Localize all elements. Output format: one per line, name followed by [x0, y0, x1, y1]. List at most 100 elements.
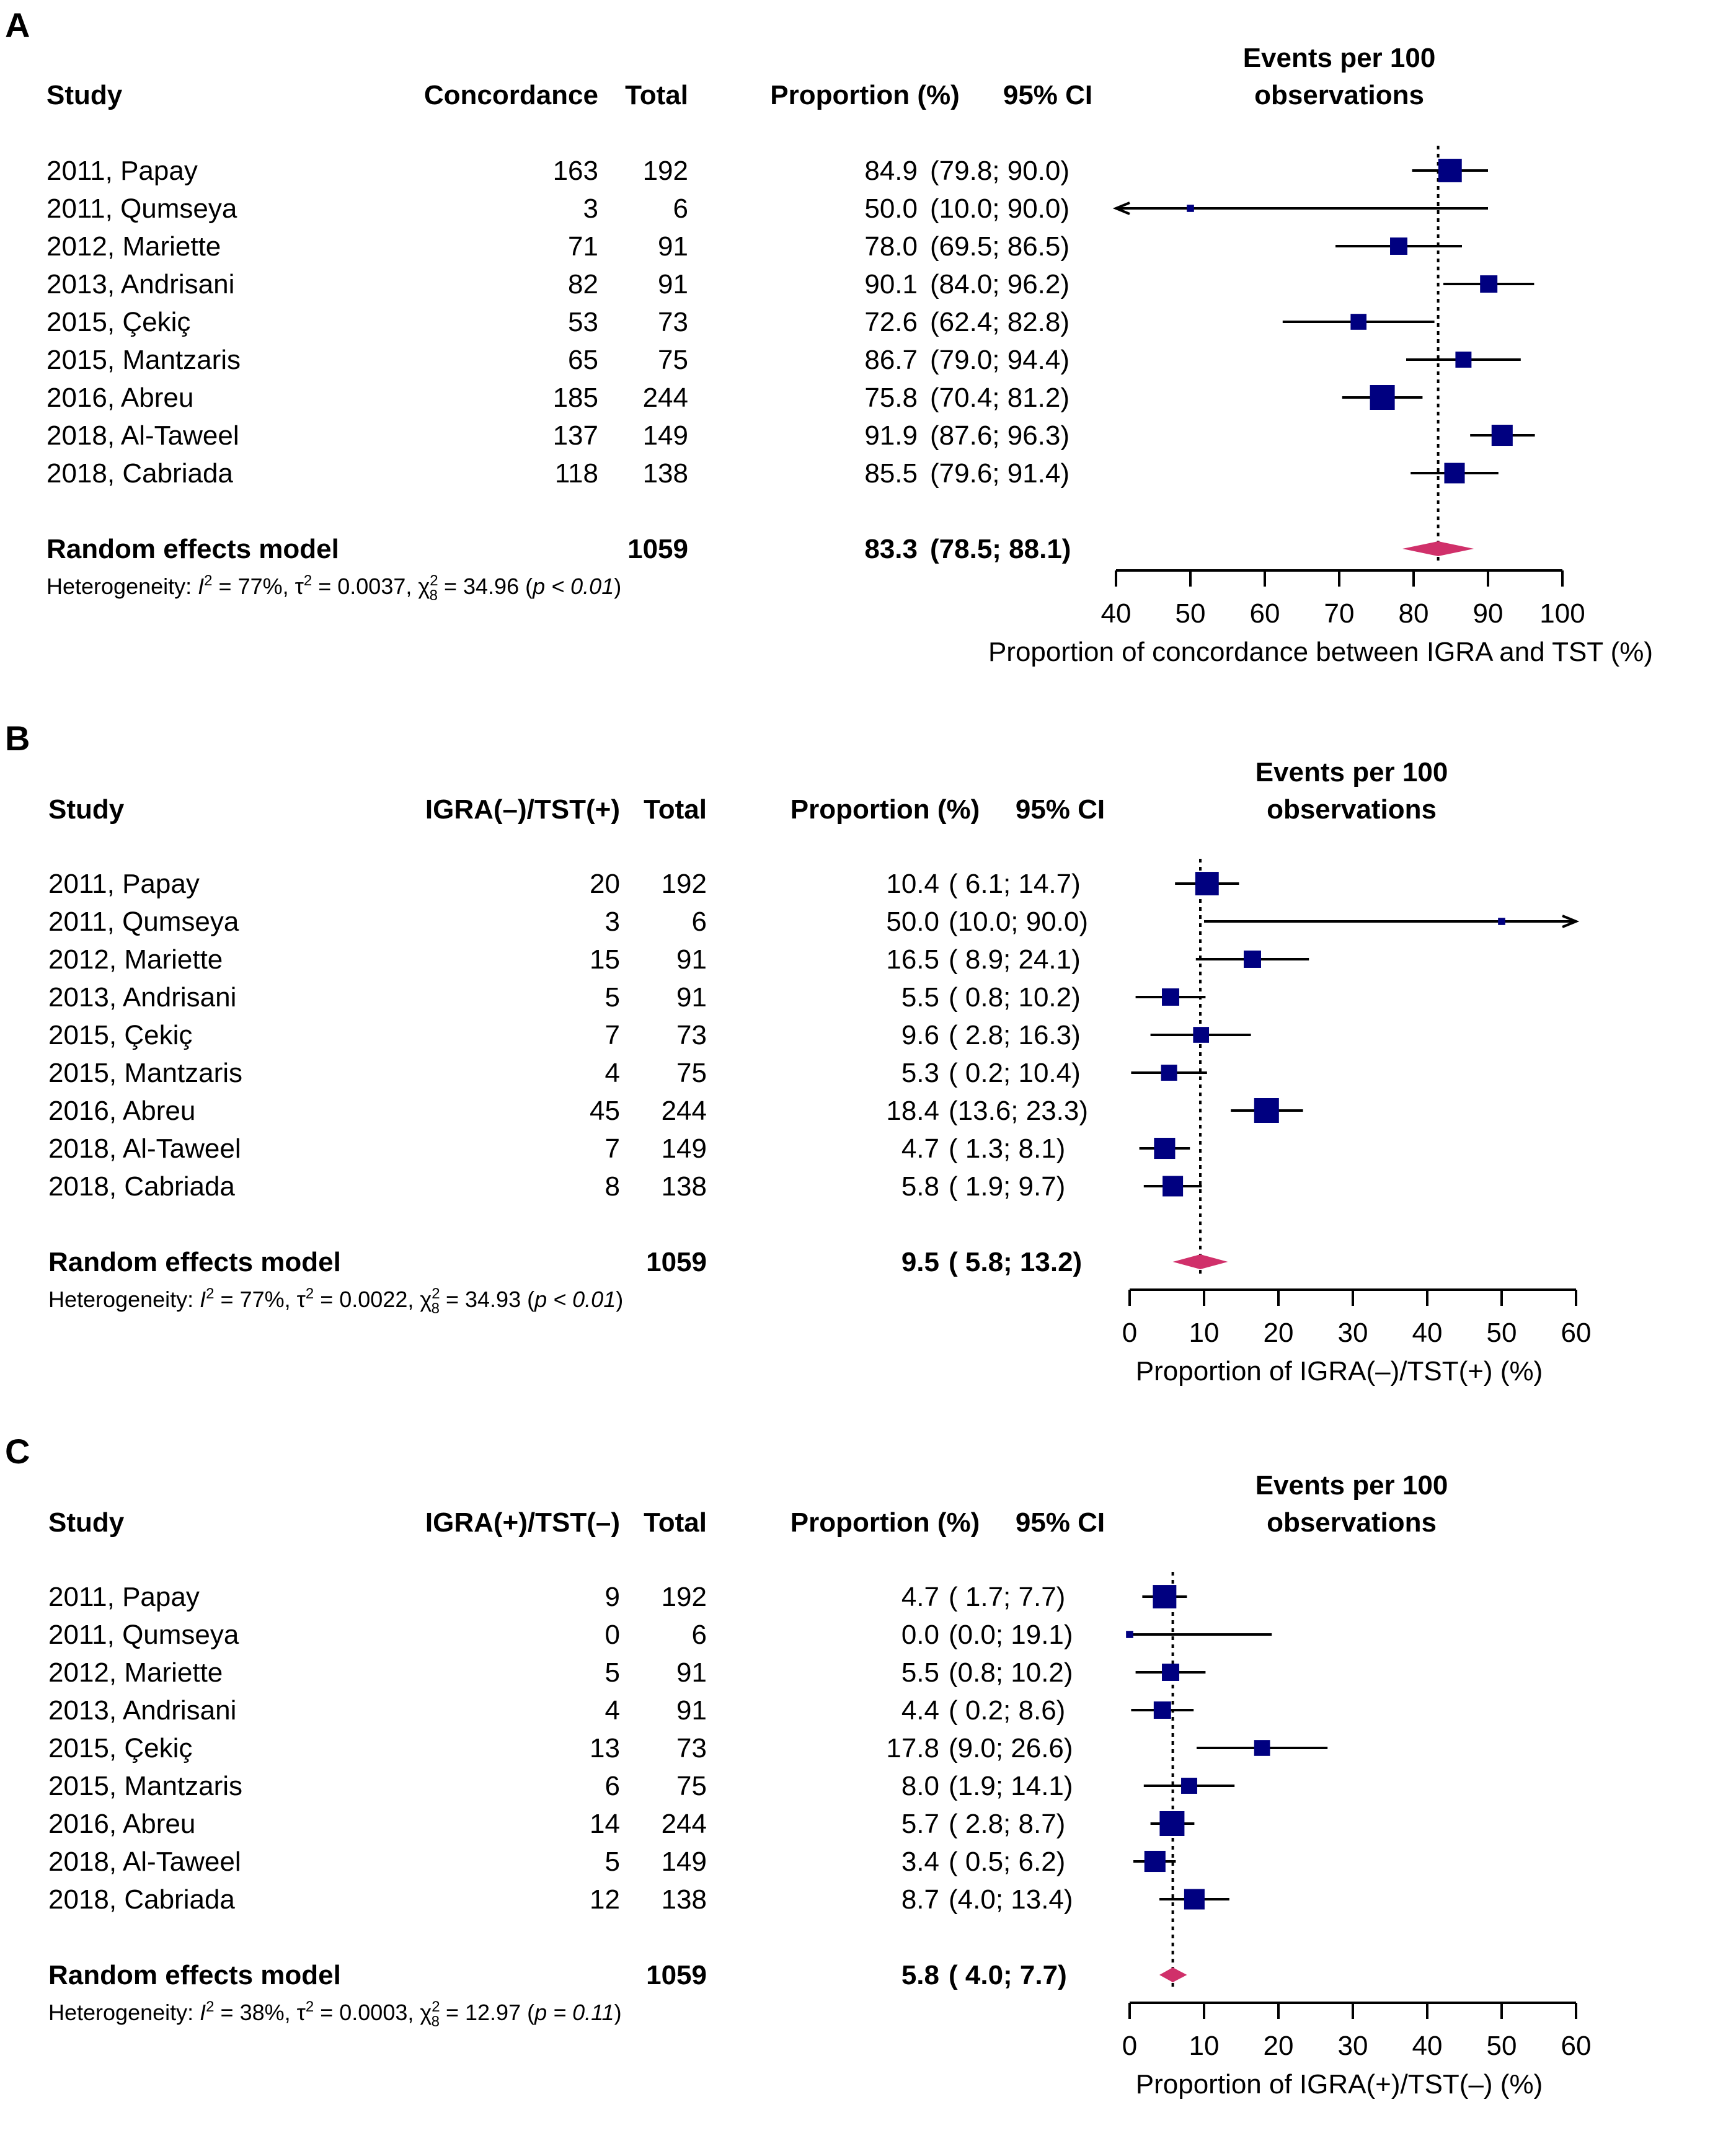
study-proportion: 9.6 [901, 1020, 939, 1050]
x-axis-title: Proportion of IGRA(+)/TST(–) (%) [1136, 2069, 1543, 2100]
study-marker [1480, 275, 1498, 293]
x-tick-label: 30 [1338, 1318, 1368, 1348]
study-count: 53 [568, 307, 598, 337]
study-ci-text: (87.6; 96.3) [930, 420, 1070, 451]
study-total: 6 [673, 193, 688, 224]
heterogeneity-i2: 38% [240, 2000, 285, 2025]
heterogeneity-df: 8 [432, 2013, 440, 2030]
forest-svg: B Study IGRA(–)/TST(+) Total Proportion (%) 9… [5, 719, 1591, 1386]
study-ci-text: (1.9; 14.1) [949, 1771, 1073, 1801]
x-tick-label: 80 [1399, 598, 1429, 629]
study-total: 6 [692, 1620, 707, 1650]
study-proportion: 8.7 [901, 1884, 939, 1915]
study-marker [1161, 1065, 1177, 1081]
study-marker [1153, 1585, 1177, 1608]
heterogeneity-p: p < 0.01 [532, 574, 614, 599]
study-proportion: 10.4 [886, 869, 939, 899]
study-proportion: 75.8 [864, 383, 918, 413]
forest-svg: A Study Concordance Total Proportion (%) 95% … [5, 6, 1653, 667]
study-count: 15 [590, 944, 620, 975]
study-count: 185 [553, 383, 598, 413]
header-proportion: Proportion (%) [790, 794, 980, 825]
study-name: 2015, Mantzaris [46, 345, 241, 375]
study-ci-text: (0.8; 10.2) [949, 1657, 1073, 1688]
study-ci-text: ( 1.7; 7.7) [949, 1582, 1065, 1612]
pooled-ci-text: ( 5.8; 13.2) [949, 1247, 1082, 1277]
study-proportion: 5.7 [901, 1809, 939, 1839]
heterogeneity-df: 8 [430, 587, 438, 604]
header-events-line2: observations [1267, 794, 1437, 825]
study-count: 12 [590, 1884, 620, 1915]
study-proportion: 0.0 [901, 1620, 939, 1650]
study-ci-text: ( 0.5; 6.2) [949, 1847, 1065, 1877]
study-proportion: 17.8 [886, 1733, 939, 1763]
study-total: 91 [676, 982, 707, 1013]
study-proportion: 78.0 [864, 231, 918, 262]
study-proportion: 4.4 [901, 1695, 939, 1726]
study-marker [1162, 1176, 1184, 1197]
study-proportion: 50.0 [886, 907, 939, 937]
study-marker [1126, 1631, 1133, 1638]
study-proportion: 72.6 [864, 307, 918, 337]
header-proportion: Proportion (%) [790, 1507, 980, 1538]
heterogeneity-p: p = 0.11 [534, 2000, 614, 2025]
study-name: 2011, Qumseya [48, 1620, 239, 1650]
study-marker [1444, 463, 1465, 484]
study-count: 5 [605, 982, 620, 1013]
study-count: 7 [605, 1020, 620, 1050]
heterogeneity-chi2: 34.96 [463, 574, 519, 599]
heterogeneity-text: Heterogeneity: I2 = 38%, τ2 = 0.0003, χ2… [48, 1998, 622, 2030]
heterogeneity-text: Heterogeneity: I2 = 77%, τ2 = 0.0022, χ2… [48, 1285, 623, 1317]
study-ci-text: (10.0; 90.0) [949, 907, 1088, 937]
study-marker [1162, 988, 1179, 1006]
heterogeneity-tau2: 0.0003 [339, 2000, 407, 2025]
study-ci-text: ( 2.8; 8.7) [949, 1809, 1065, 1839]
study-count: 3 [583, 193, 598, 224]
study-name: 2013, Andrisani [46, 269, 234, 299]
study-name: 2011, Papay [46, 156, 198, 186]
x-tick-label: 70 [1324, 598, 1355, 629]
study-name: 2018, Al-Taweel [46, 420, 239, 451]
study-name: 2015, Çekiç [48, 1733, 192, 1763]
study-name: 2015, Çekiç [46, 307, 190, 337]
x-tick-label: 100 [1539, 598, 1585, 629]
study-proportion: 18.4 [886, 1096, 939, 1126]
study-total: 73 [676, 1020, 707, 1050]
header-events-line1: Events per 100 [1256, 757, 1448, 787]
header-total: Total [644, 794, 707, 825]
study-name: 2015, Mantzaris [48, 1058, 242, 1088]
pooled-proportion: 9.5 [901, 1247, 939, 1277]
study-proportion: 5.5 [901, 982, 939, 1013]
study-name: 2016, Abreu [46, 383, 193, 413]
study-ci-text: (13.6; 23.3) [949, 1096, 1088, 1126]
study-proportion: 50.0 [864, 193, 918, 224]
study-count: 8 [605, 1171, 620, 1202]
ci-arrow-left [1112, 202, 1130, 215]
study-marker [1350, 314, 1367, 330]
study-marker [1491, 424, 1513, 446]
study-marker [1144, 1850, 1166, 1873]
x-tick-label: 50 [1176, 598, 1206, 629]
study-ci-text: (0.0; 19.1) [949, 1620, 1073, 1650]
header-events-line2: observations [1254, 80, 1424, 110]
pooled-ci-text: (78.5; 88.1) [930, 534, 1071, 564]
study-total: 73 [676, 1733, 707, 1763]
study-total: 91 [658, 231, 688, 262]
study-marker [1498, 918, 1505, 925]
study-name: 2012, Mariette [46, 231, 221, 262]
study-ci-text: (69.5; 86.5) [930, 231, 1070, 262]
study-marker [1193, 1027, 1210, 1043]
study-total: 75 [676, 1058, 707, 1088]
study-ci-text: (84.0; 96.2) [930, 269, 1070, 299]
study-name: 2011, Qumseya [48, 907, 239, 937]
study-count: 7 [605, 1133, 620, 1164]
study-count: 13 [590, 1733, 620, 1763]
forest-svg: C Study IGRA(+)/TST(–) Total Proportion (%) 9… [5, 1432, 1591, 2100]
study-marker [1195, 872, 1219, 895]
study-total: 91 [658, 269, 688, 299]
study-count: 4 [605, 1058, 620, 1088]
panel-label: A [5, 6, 30, 45]
study-ci-text: (10.0; 90.0) [930, 193, 1070, 224]
study-total: 192 [662, 869, 707, 899]
